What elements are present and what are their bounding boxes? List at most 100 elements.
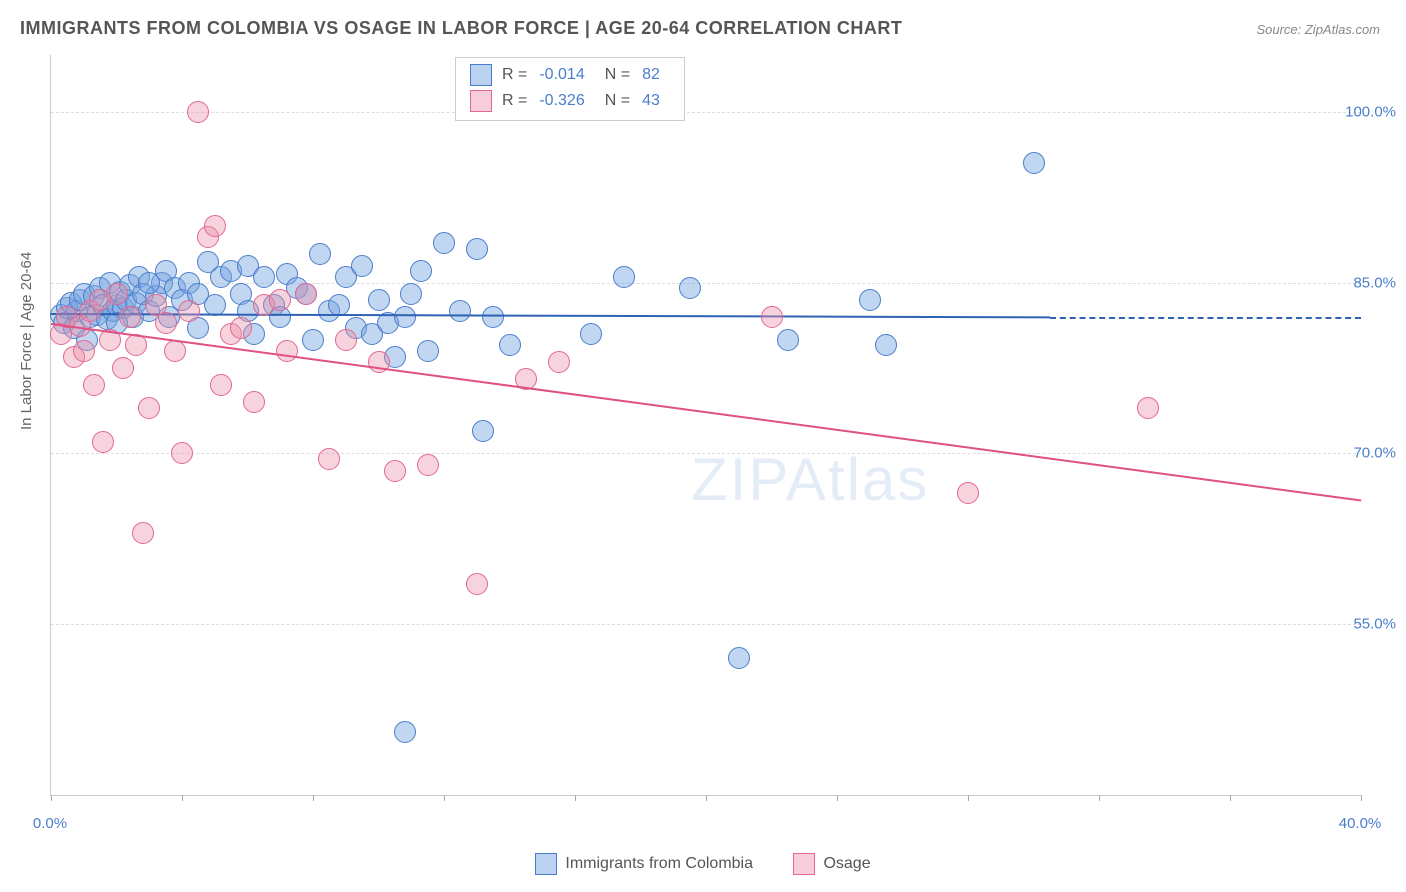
legend-row-pink: R = -0.326 N = 43 bbox=[470, 88, 670, 114]
grid-line bbox=[51, 624, 1361, 625]
data-point bbox=[417, 454, 439, 476]
n-label: N = bbox=[605, 66, 630, 84]
data-point bbox=[178, 300, 200, 322]
data-point bbox=[164, 340, 186, 362]
y-tick-label: 55.0% bbox=[1353, 616, 1396, 633]
data-point bbox=[243, 391, 265, 413]
x-tick bbox=[182, 795, 183, 801]
data-point bbox=[112, 357, 134, 379]
data-point bbox=[92, 431, 114, 453]
x-tick bbox=[313, 795, 314, 801]
n-value-pink: 43 bbox=[642, 92, 660, 110]
data-point bbox=[204, 215, 226, 237]
x-tick bbox=[51, 795, 52, 801]
source-label: Source: ZipAtlas.com bbox=[1256, 22, 1380, 37]
legend-label-blue: Immigrants from Colombia bbox=[565, 855, 753, 873]
data-point bbox=[253, 266, 275, 288]
x-tick bbox=[837, 795, 838, 801]
data-point bbox=[295, 283, 317, 305]
data-point bbox=[466, 238, 488, 260]
trend-line-dash bbox=[1050, 317, 1361, 319]
data-point bbox=[351, 255, 373, 277]
x-tick bbox=[1361, 795, 1362, 801]
r-label: R = bbox=[502, 66, 527, 84]
data-point bbox=[83, 374, 105, 396]
data-point bbox=[335, 329, 357, 351]
y-axis-label: In Labor Force | Age 20-64 bbox=[18, 252, 35, 430]
data-point bbox=[394, 306, 416, 328]
data-point bbox=[433, 232, 455, 254]
data-point bbox=[302, 329, 324, 351]
data-point bbox=[138, 272, 160, 294]
grid-line bbox=[51, 112, 1361, 113]
y-tick-label: 85.0% bbox=[1353, 274, 1396, 291]
data-point bbox=[394, 721, 416, 743]
data-point bbox=[679, 277, 701, 299]
x-tick bbox=[444, 795, 445, 801]
grid-line bbox=[51, 283, 1361, 284]
trend-line bbox=[51, 323, 1361, 501]
x-tick bbox=[968, 795, 969, 801]
x-tick-label: 0.0% bbox=[33, 815, 67, 832]
data-point bbox=[548, 351, 570, 373]
data-point bbox=[482, 306, 504, 328]
data-point bbox=[1023, 152, 1045, 174]
data-point bbox=[400, 283, 422, 305]
legend-item-blue: Immigrants from Colombia bbox=[535, 853, 753, 875]
data-point bbox=[957, 482, 979, 504]
swatch-pink-icon bbox=[470, 90, 492, 112]
data-point bbox=[276, 340, 298, 362]
legend-item-pink: Osage bbox=[793, 853, 870, 875]
data-point bbox=[613, 266, 635, 288]
data-point bbox=[875, 334, 897, 356]
legend-series: Immigrants from Colombia Osage bbox=[0, 853, 1406, 880]
swatch-blue-icon bbox=[470, 64, 492, 86]
data-point bbox=[73, 340, 95, 362]
grid-line bbox=[51, 453, 1361, 454]
data-point bbox=[728, 647, 750, 669]
x-tick bbox=[1230, 795, 1231, 801]
data-point bbox=[138, 397, 160, 419]
data-point bbox=[132, 522, 154, 544]
data-point bbox=[155, 312, 177, 334]
r-label: R = bbox=[502, 92, 527, 110]
data-point bbox=[318, 448, 340, 470]
y-tick-label: 100.0% bbox=[1345, 103, 1396, 120]
data-point bbox=[417, 340, 439, 362]
legend-label-pink: Osage bbox=[823, 855, 870, 873]
x-tick bbox=[1099, 795, 1100, 801]
legend-row-blue: R = -0.014 N = 82 bbox=[470, 62, 670, 88]
data-point bbox=[761, 306, 783, 328]
data-point bbox=[368, 289, 390, 311]
n-label: N = bbox=[605, 92, 630, 110]
n-value-blue: 82 bbox=[642, 66, 660, 84]
r-value-pink: -0.326 bbox=[539, 92, 584, 110]
data-point bbox=[466, 573, 488, 595]
x-tick-label: 40.0% bbox=[1339, 815, 1382, 832]
x-tick bbox=[706, 795, 707, 801]
data-point bbox=[472, 420, 494, 442]
data-point bbox=[384, 460, 406, 482]
y-tick-label: 70.0% bbox=[1353, 445, 1396, 462]
swatch-pink-icon bbox=[793, 853, 815, 875]
x-tick bbox=[575, 795, 576, 801]
data-point bbox=[859, 289, 881, 311]
r-value-blue: -0.014 bbox=[539, 66, 584, 84]
legend-correlation: R = -0.014 N = 82 R = -0.326 N = 43 bbox=[455, 57, 685, 121]
data-point bbox=[777, 329, 799, 351]
data-point bbox=[309, 243, 331, 265]
data-point bbox=[410, 260, 432, 282]
data-point bbox=[210, 374, 232, 396]
swatch-blue-icon bbox=[535, 853, 557, 875]
data-point bbox=[449, 300, 471, 322]
plot-area: ZIPAtlas bbox=[50, 55, 1361, 796]
data-point bbox=[119, 306, 141, 328]
data-point bbox=[580, 323, 602, 345]
data-point bbox=[106, 283, 128, 305]
data-point bbox=[230, 317, 252, 339]
data-point bbox=[269, 289, 291, 311]
data-point bbox=[499, 334, 521, 356]
watermark: ZIPAtlas bbox=[691, 445, 929, 514]
data-point bbox=[187, 101, 209, 123]
data-point bbox=[1137, 397, 1159, 419]
